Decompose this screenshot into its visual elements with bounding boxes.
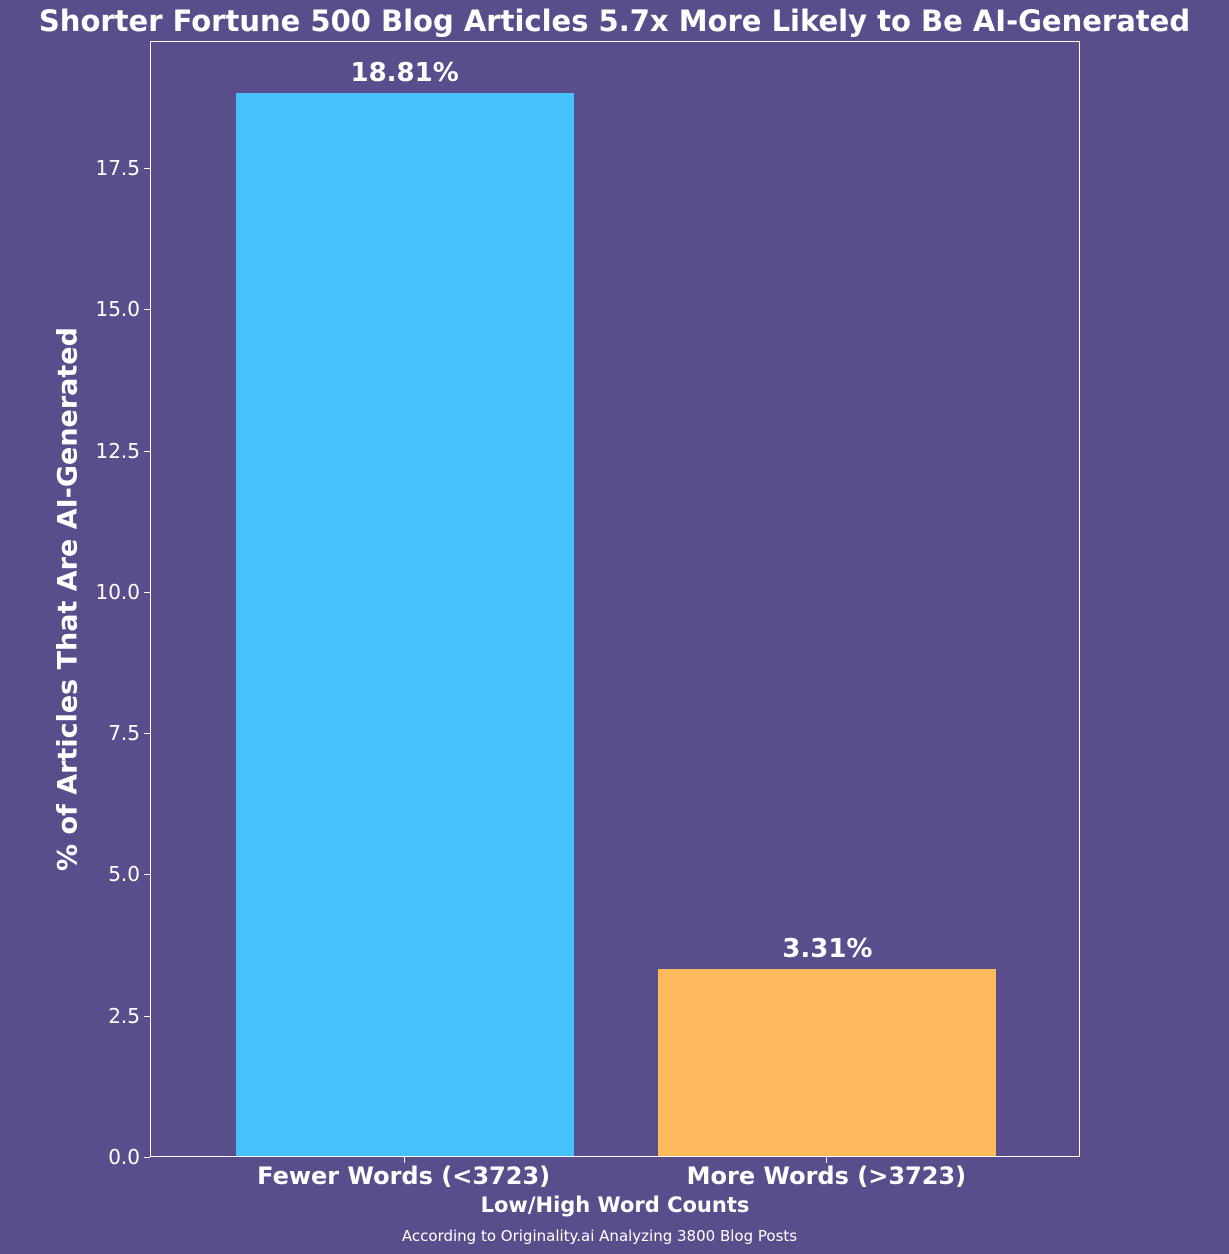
- source-caption: According to Originality.ai Analyzing 38…: [401, 1227, 798, 1245]
- y-axis-label: % of Articles That Are AI-Generated: [52, 327, 84, 871]
- y-tick-label: 15.0: [95, 297, 140, 322]
- plot-area: 18.81% 3.31%: [150, 41, 1080, 1157]
- y-tick-label: 5.0: [108, 862, 140, 887]
- chart-title: Shorter Fortune 500 Blog Articles 5.7x M…: [38, 4, 1191, 38]
- x-tick-mark: [826, 1157, 828, 1163]
- y-tick-mark: [144, 591, 150, 593]
- x-tick-label: More Words (>3723): [686, 1162, 967, 1190]
- x-axis-label: Low/High Word Counts: [480, 1193, 750, 1217]
- x-tick-mark: [403, 1157, 405, 1163]
- y-tick-mark: [144, 1015, 150, 1017]
- y-tick-mark: [144, 874, 150, 876]
- bar-value-label: 18.81%: [350, 58, 459, 89]
- y-tick-mark: [144, 309, 150, 311]
- y-tick-label: 12.5: [95, 438, 140, 463]
- y-tick-mark: [144, 168, 150, 170]
- bar-value-label: 3.31%: [782, 933, 873, 964]
- y-tick-label: 10.0: [95, 579, 140, 604]
- y-tick-mark: [144, 450, 150, 452]
- y-tick-label: 0.0: [108, 1145, 140, 1169]
- y-tick-label: 2.5: [108, 1003, 140, 1028]
- bar-0: [235, 93, 574, 1156]
- x-tick-label: Fewer Words (<3723): [257, 1162, 551, 1190]
- y-tick-mark: [144, 733, 150, 735]
- y-tick-label: 7.5: [108, 721, 140, 746]
- bar-1: [658, 968, 997, 1156]
- y-tick-mark: [144, 1157, 150, 1158]
- y-tick-label: 17.5: [95, 156, 140, 181]
